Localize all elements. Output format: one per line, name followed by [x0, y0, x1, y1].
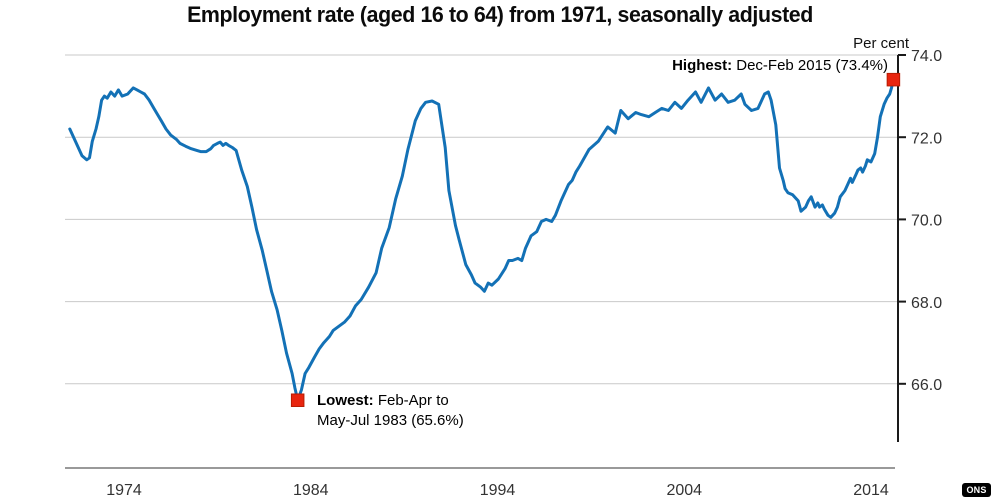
x-tick-label: 2004: [666, 482, 702, 499]
lowest-marker: [290, 393, 305, 407]
y-tick-label: 74.0: [911, 48, 942, 65]
highest-annotation-text: Dec-Feb 2015 (73.4%): [732, 57, 888, 74]
x-tick-label: 2014: [853, 482, 889, 499]
y-tick-label: 70.0: [911, 213, 942, 230]
x-tick-label: 1974: [106, 482, 142, 499]
lowest-annotation: Lowest: Feb-Apr to May-Jul 1983 (65.6%): [317, 391, 464, 431]
lowest-annotation-text-line1: Feb-Apr to: [373, 392, 449, 409]
y-tick-label: 66.0: [911, 377, 942, 394]
y-tick-label: 68.0: [911, 295, 942, 312]
chart-title: Employment rate (aged 16 to 64) from 197…: [187, 2, 813, 27]
highest-annotation: Highest: Dec-Feb 2015 (73.4%): [672, 57, 888, 74]
x-tick-label: 1994: [480, 482, 516, 499]
highest-marker: [886, 72, 901, 87]
lowest-annotation-label: Lowest:: [317, 392, 374, 409]
ons-logo: ONS: [962, 483, 991, 497]
lowest-annotation-line1: Lowest: Feb-Apr to: [317, 391, 464, 411]
y-tick-label: 72.0: [911, 130, 942, 147]
employment-rate-line: [68, 78, 895, 402]
highest-annotation-label: Highest:: [672, 57, 733, 74]
lowest-annotation-line2: May-Jul 1983 (65.6%): [317, 412, 464, 429]
x-tick-label: 1984: [293, 482, 329, 499]
y-axis-unit-label: Per cent: [853, 35, 909, 52]
